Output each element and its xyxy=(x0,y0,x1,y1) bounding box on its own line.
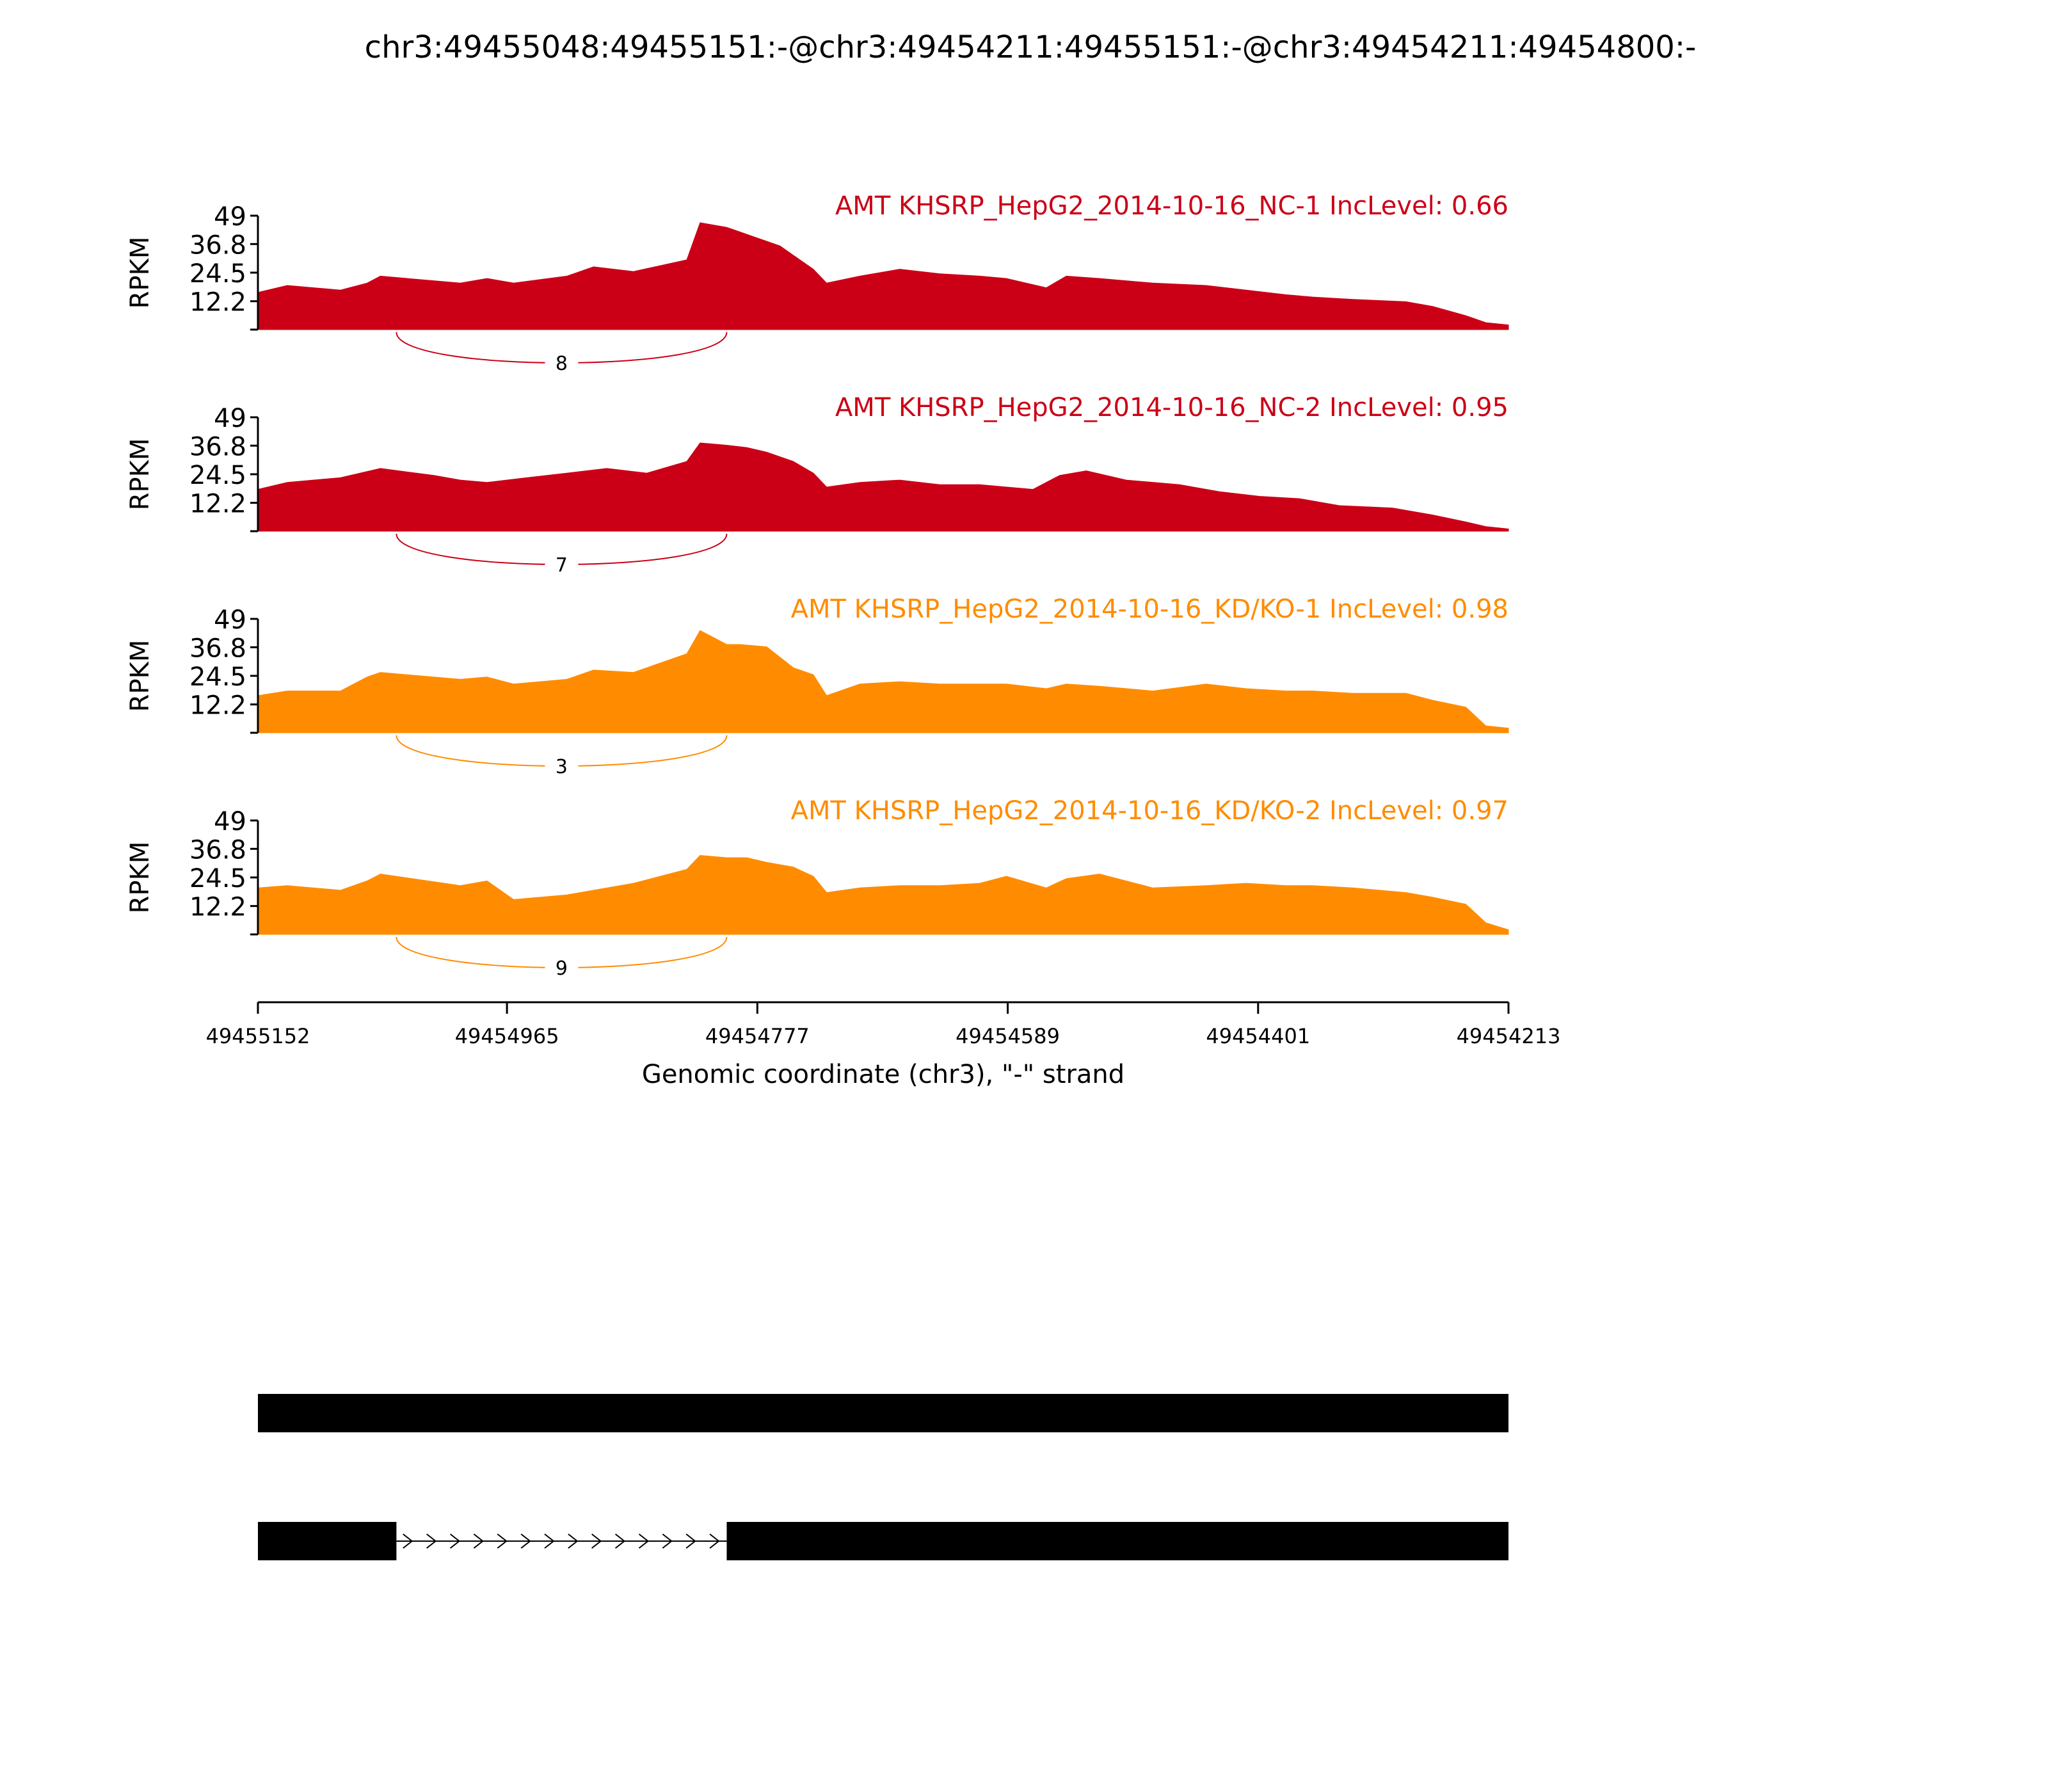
y-tick-label: 49 xyxy=(214,202,246,232)
x-tick-label: 49454589 xyxy=(956,1024,1060,1048)
intron-arrow xyxy=(544,1533,555,1549)
y-tick-label: 12.2 xyxy=(189,691,246,721)
x-tick-label: 49454965 xyxy=(455,1024,559,1048)
y-axis-label: RPKM xyxy=(125,237,155,309)
track-label: AMT KHSRP_HepG2_2014-10-16_KD/KO-2 IncLe… xyxy=(791,796,1508,826)
intron-arrow xyxy=(638,1533,650,1549)
track-label: AMT KHSRP_HepG2_2014-10-16_NC-1 IncLevel… xyxy=(835,191,1508,221)
intron-arrow xyxy=(685,1533,696,1549)
y-axis-label: RPKM xyxy=(125,438,155,511)
intron-arrow xyxy=(403,1533,413,1549)
y-tick-label: 36.8 xyxy=(189,835,246,865)
x-axis: Genomic coordinate (chr3), "-" strand 49… xyxy=(206,1001,1561,1089)
coverage-area xyxy=(257,854,1509,935)
transcript-2 xyxy=(258,1522,1508,1560)
exon xyxy=(258,1522,397,1560)
intron-arrow xyxy=(520,1533,531,1549)
exon xyxy=(726,1522,1508,1560)
x-axis-label: Genomic coordinate (chr3), "-" strand xyxy=(642,1060,1124,1089)
x-tick-label: 49454777 xyxy=(705,1024,810,1048)
exon xyxy=(258,1394,1508,1432)
junction-count: 8 xyxy=(556,353,568,375)
y-tick-label: 24.5 xyxy=(189,461,246,490)
y-tick-label: 36.8 xyxy=(189,230,246,260)
coverage-area xyxy=(257,630,1509,733)
intron-arrow xyxy=(426,1533,437,1549)
y-tick-label: 49 xyxy=(214,404,246,433)
y-tick-label: 36.8 xyxy=(189,432,246,461)
y-tick-label: 24.5 xyxy=(189,259,246,289)
y-tick-label: 24.5 xyxy=(189,662,246,692)
gene-models xyxy=(258,1394,1508,1560)
intron-arrow xyxy=(614,1533,626,1549)
y-tick-label: 49 xyxy=(214,605,246,635)
junction-count-bg xyxy=(545,351,579,374)
transcript-1 xyxy=(258,1394,1508,1432)
y-tick-label: 24.5 xyxy=(189,864,246,893)
intron-arrow xyxy=(473,1533,484,1549)
junction-count-bg xyxy=(545,956,579,979)
junction-count: 3 xyxy=(556,756,568,778)
intron-arrow xyxy=(709,1533,720,1549)
y-tick-label: 36.8 xyxy=(189,634,246,663)
y-axis-label: RPKM xyxy=(125,640,155,712)
junction-count-bg xyxy=(545,755,579,778)
coverage-area xyxy=(257,442,1509,532)
intron-arrow xyxy=(662,1533,673,1549)
intron-arrow xyxy=(449,1533,461,1549)
y-tick-label: 12.2 xyxy=(189,288,246,317)
y-axis-label: RPKM xyxy=(125,842,155,914)
figure-title: chr3:49455048:49455151:-@chr3:49454211:4… xyxy=(365,29,1697,65)
junction-count: 7 xyxy=(556,554,568,577)
x-tick-label: 49455152 xyxy=(206,1024,310,1048)
coverage-area xyxy=(257,222,1509,330)
junction-count: 9 xyxy=(556,957,568,980)
intron-arrow xyxy=(497,1533,508,1549)
x-tick-label: 49454213 xyxy=(1457,1024,1561,1048)
x-tick-label: 49454401 xyxy=(1206,1024,1310,1048)
y-tick-label: 49 xyxy=(214,807,246,836)
y-tick-label: 12.2 xyxy=(189,893,246,922)
junction-count-bg xyxy=(545,553,579,576)
intron-arrow xyxy=(568,1533,579,1549)
track-label: AMT KHSRP_HepG2_2014-10-16_NC-2 IncLevel… xyxy=(835,393,1508,422)
intron-arrow xyxy=(591,1533,602,1549)
y-tick-label: 12.2 xyxy=(189,490,246,519)
track-label: AMT KHSRP_HepG2_2014-10-16_KD/KO-1 IncLe… xyxy=(791,595,1508,624)
